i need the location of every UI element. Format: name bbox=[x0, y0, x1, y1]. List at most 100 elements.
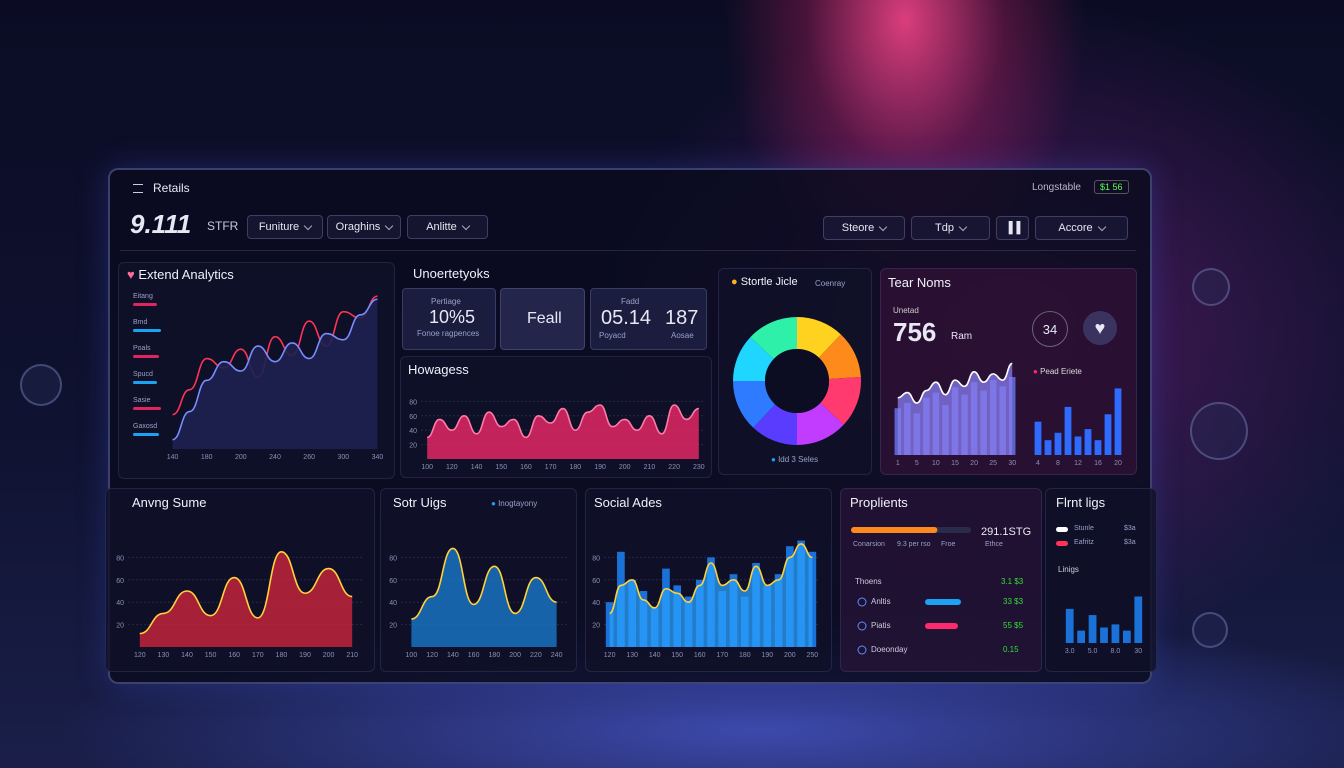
tab[interactable]: Funiture bbox=[247, 215, 323, 239]
y-tick-label: 60 bbox=[116, 578, 124, 585]
bar bbox=[1065, 608, 1074, 643]
bar bbox=[1134, 596, 1143, 643]
panel: 20 40 60 80 100 120 140 160 180 200 220 240 Sotr Ui… bbox=[380, 488, 577, 672]
tab[interactable]: Oraghins bbox=[327, 215, 401, 239]
stat-label: Pertiage bbox=[431, 297, 461, 306]
x-tick-label: 100 bbox=[406, 652, 418, 659]
pie-slice bbox=[797, 317, 841, 358]
stat-tile: Fadd 05.14 187 Poyacd Aosae bbox=[590, 288, 707, 350]
x-tick-label: 170 bbox=[716, 652, 728, 659]
tab-label: Funiture bbox=[258, 221, 300, 233]
caption: 9.3 per rso bbox=[897, 541, 931, 548]
x-tick-label: 160 bbox=[468, 652, 480, 659]
legend-text: Idd 3 Seles bbox=[778, 455, 819, 464]
menu[interactable]: Retails bbox=[133, 181, 190, 195]
chart: 20 40 60 80 100 120 140 160 180 200 220 240 bbox=[389, 547, 567, 659]
legend-bar bbox=[133, 355, 159, 358]
x-tick-label: 8.0 bbox=[1111, 648, 1121, 655]
panel: 20 40 60 80 120 130 140 150 160 170 180 190 200 210 A… bbox=[105, 488, 375, 672]
x-tick-label: 200 bbox=[509, 652, 521, 659]
chevron bbox=[303, 221, 313, 230]
tab-label: Anlitte bbox=[426, 221, 457, 233]
x-tick-label: 140 bbox=[167, 454, 179, 461]
x-tick-label: 170 bbox=[252, 652, 264, 659]
x-tick-label: 140 bbox=[649, 652, 661, 659]
pie-hole bbox=[765, 349, 829, 413]
pie-slice bbox=[820, 376, 861, 425]
chart bbox=[733, 317, 861, 445]
chevron bbox=[1097, 222, 1106, 231]
item-amount: 33 $3 bbox=[1003, 597, 1024, 606]
item-icon bbox=[857, 597, 867, 607]
x-tick-label: 200 bbox=[323, 652, 335, 659]
item-label: Anltis bbox=[871, 597, 891, 606]
action-button[interactable]: Steore bbox=[823, 216, 905, 240]
caption: Froe bbox=[941, 541, 956, 548]
stat-value: 05.14 bbox=[601, 307, 652, 329]
pie-slice bbox=[750, 317, 797, 360]
x-tick-label: 230 bbox=[693, 464, 705, 471]
stat-label: Fadd bbox=[621, 297, 640, 306]
x-tick-label: 150 bbox=[671, 652, 683, 659]
legend-label: Eafritz bbox=[1074, 539, 1094, 546]
filter[interactable]: Coenray bbox=[815, 279, 846, 288]
x-tick-label: 340 bbox=[372, 454, 384, 461]
x-tick-label: 150 bbox=[205, 652, 217, 659]
chevron bbox=[385, 221, 394, 230]
panel: 20 40 60 80 120 130 140 150 160 170 180 190 200 250 S… bbox=[585, 488, 832, 672]
x-tick-label: 190 bbox=[761, 652, 773, 659]
panel-title: Tear Noms bbox=[888, 275, 951, 290]
bar bbox=[1094, 440, 1102, 455]
line bbox=[897, 362, 1013, 404]
stat-value: Feall bbox=[527, 310, 562, 327]
metric: 9.111 bbox=[130, 209, 192, 239]
action-button[interactable]: Tdp bbox=[911, 216, 990, 240]
progress bbox=[851, 527, 971, 533]
x-tick-label: 16 bbox=[1094, 460, 1102, 467]
legend-bar bbox=[133, 303, 157, 306]
bar bbox=[1122, 630, 1131, 643]
caption: Conarsion bbox=[853, 541, 885, 548]
panel-title-text: Stortle Jicle bbox=[740, 276, 798, 288]
area bbox=[897, 363, 1013, 455]
x-tick-label: 240 bbox=[551, 652, 563, 659]
bar bbox=[894, 408, 902, 455]
x-tick-label: 250 bbox=[807, 652, 819, 659]
action-button[interactable]: Accore bbox=[1035, 216, 1128, 240]
menu-title: Retails bbox=[153, 181, 190, 195]
tab-label: Oraghins bbox=[335, 221, 381, 233]
list-amount: 3.1 $3 bbox=[1001, 577, 1024, 586]
panel: ● Stortle Jicle Coenray ● Idd 3 Seles bbox=[718, 268, 872, 475]
chevron bbox=[461, 221, 471, 230]
action-label: Accore bbox=[1058, 222, 1093, 234]
x-tick-label: 200 bbox=[235, 454, 247, 461]
y-tick-label: 80 bbox=[592, 555, 600, 562]
legend-amount: $3a bbox=[1124, 525, 1136, 532]
line bbox=[411, 547, 557, 620]
panel-title-text: Extend Analytics bbox=[138, 267, 234, 282]
panel: 140 180 200 240 260 300 340 ♥ Extend Analytics… bbox=[118, 262, 395, 479]
chart: 20 40 60 80 100 120 140 150 160 170 180 190 200 210 22… bbox=[409, 399, 705, 471]
tab[interactable]: Anlitte bbox=[407, 215, 488, 239]
panel-title: Social Ades bbox=[594, 495, 662, 510]
chevron bbox=[878, 222, 888, 231]
legend-label: Spucd bbox=[133, 371, 153, 378]
bar bbox=[1034, 421, 1042, 455]
x-tick-label: 100 bbox=[421, 464, 433, 471]
x-tick-label: 10 bbox=[932, 460, 940, 467]
x-tick-label: 30 bbox=[1008, 460, 1016, 467]
stat-caption: Aosae bbox=[671, 331, 694, 340]
panel: 3.0 5.0 8.0 30 Flrnt ligs Stunle $3a Eafritz $… bbox=[1045, 488, 1157, 672]
bar bbox=[1114, 388, 1122, 455]
item-bar bbox=[925, 599, 961, 605]
social-icon bbox=[1192, 268, 1230, 306]
mini-title-text: Pead Eriete bbox=[1040, 367, 1082, 376]
x-tick-label: 180 bbox=[739, 652, 751, 659]
y-tick-label: 60 bbox=[389, 578, 397, 585]
x-tick-label: 200 bbox=[784, 652, 796, 659]
bar bbox=[1084, 429, 1092, 455]
area bbox=[609, 543, 813, 647]
like-button[interactable]: ♥ bbox=[1083, 311, 1117, 345]
legend-amount: $3a bbox=[1124, 539, 1136, 546]
icon-button[interactable]: ▐▐ bbox=[996, 216, 1029, 240]
